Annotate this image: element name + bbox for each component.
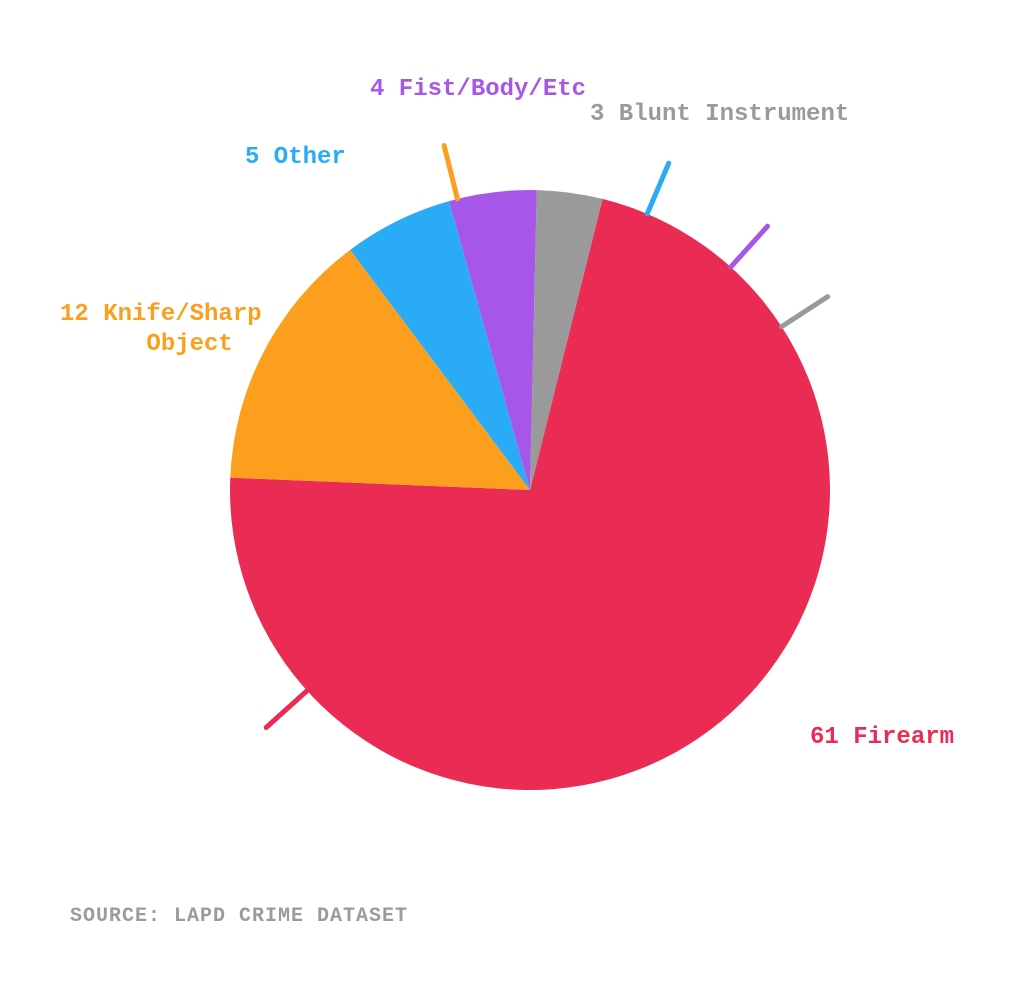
source-text: SOURCE: LAPD CRIME DATASET xyxy=(70,905,408,928)
slice-label: 3 Blunt Instrument xyxy=(590,100,849,130)
pie-chart xyxy=(0,0,1024,982)
slice-label: 12 Knife/Sharp Object xyxy=(60,300,262,360)
leader-line xyxy=(782,297,828,327)
slice-label: 5 Other xyxy=(245,143,346,173)
leader-line xyxy=(731,226,768,267)
slice-label: 61 Firearm xyxy=(810,723,954,753)
leader-line xyxy=(647,163,668,214)
chart-stage: 61 Firearm 12 Knife/Sharp Object 5 Other 4 … xyxy=(0,0,1024,982)
leader-line xyxy=(444,146,457,199)
leader-line xyxy=(266,691,307,728)
slice-label: 4 Fist/Body/Etc xyxy=(370,75,586,105)
